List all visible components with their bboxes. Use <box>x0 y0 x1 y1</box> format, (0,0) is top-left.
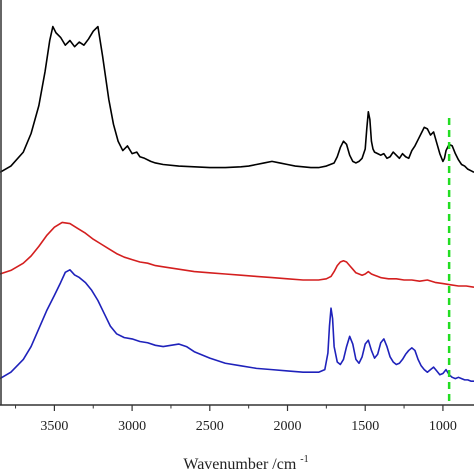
x-tick-label: 3000 <box>118 419 146 434</box>
x-tick-label: 2000 <box>274 419 302 434</box>
x-tick-layer: 3500 3000 2500 2000 1500 1000 <box>15 405 457 434</box>
x-tick-label: 1500 <box>351 419 379 434</box>
spectrum-line-2 <box>0 221 474 288</box>
x-axis-label-superscript: -1 <box>300 454 308 465</box>
x-tick-label: 2500 <box>196 419 224 434</box>
x-axis-label-text: Wavenumber /cm <box>183 456 296 473</box>
x-axis-label: Wavenumber /cm -1 <box>183 454 308 473</box>
x-tick-label: 1000 <box>429 419 457 434</box>
spectrum-line-3 <box>0 269 474 382</box>
x-tick-label: 3500 <box>40 419 68 434</box>
spectrum-line-1 <box>0 25 474 173</box>
series-layer <box>0 25 474 382</box>
